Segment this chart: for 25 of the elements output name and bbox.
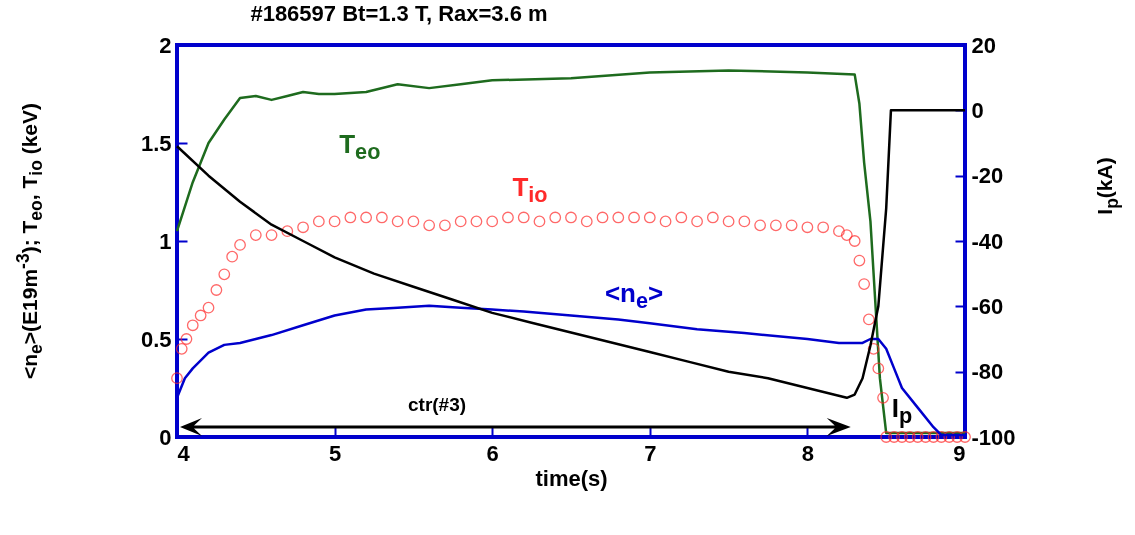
- x-tick-label: 4: [177, 440, 191, 466]
- series-label: T$_{io}$: [512, 171, 548, 209]
- x-tick-label: 5: [328, 440, 342, 466]
- y-tick-label: 1.5: [140, 130, 172, 156]
- x-tick-label: 8: [801, 440, 815, 466]
- series-label: T$_{eo}$: [339, 128, 381, 165]
- series-label: I$_{p}$: [891, 392, 913, 429]
- y2-tick-label: -100: [971, 424, 1016, 450]
- x-tick-label: 9: [953, 440, 966, 466]
- y-tick-label: 2: [159, 32, 172, 58]
- y2-tick-label: -60: [971, 293, 1004, 319]
- y2-tick-label: 20: [971, 32, 996, 58]
- series-label: <n$_{e}$>: [604, 277, 664, 314]
- y-tick-label: 1: [159, 228, 172, 254]
- chart-title: #186597 Bt=1.3 T, Rax=3.6 m: [250, 1, 548, 26]
- x-axis-title: time(s): [535, 465, 608, 491]
- y2-tick-label: 0: [971, 97, 984, 123]
- y2-tick-label: -80: [971, 359, 1004, 385]
- y-tick-label: 0.5: [140, 326, 172, 352]
- x-tick-label: 7: [644, 440, 657, 466]
- y-tick-label: 0: [159, 424, 172, 450]
- y2-tick-label: -40: [971, 228, 1004, 254]
- x-tick-label: 6: [486, 440, 499, 466]
- y2-tick-label: -20: [971, 163, 1004, 189]
- annotation: ctr(#3): [407, 394, 467, 416]
